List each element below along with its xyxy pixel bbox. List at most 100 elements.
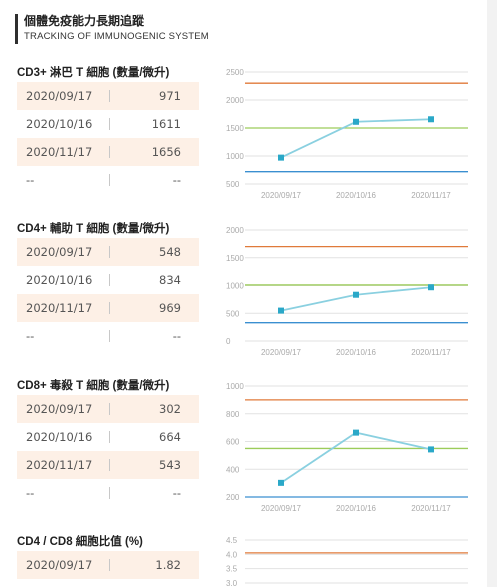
row-value: 548 [159,245,181,259]
y-tick-label: 2000 [226,226,244,235]
row-divider [109,174,110,186]
row-value: 302 [159,402,181,416]
row-divider [109,146,110,158]
row-value: 664 [159,430,181,444]
data-point[interactable] [428,116,434,123]
x-tick-label: 2020/09/17 [261,504,302,513]
x-tick-label: 2020/09/17 [261,348,302,357]
table-row: -- -- [17,322,199,350]
x-tick-label: 2020/11/17 [411,191,451,200]
table-row: 2020/10/16 834 [17,266,199,294]
y-tick-label: 1000 [226,382,244,391]
series-line [280,118,432,159]
table-row: 2020/10/16 664 [17,423,199,451]
value-table: 2020/09/17 302 2020/10/16 664 2020/11/17 543 -… [17,395,199,507]
trend-chart: 2500 2000 1500 1000 500 2020/09/17 2020/10/16 2… [215,64,485,209]
row-divider [109,302,110,314]
trend-chart: 4.5 4.0 3.5 3.0 [215,533,485,587]
trend-chart: 2000 1500 1000 500 0 2020/09/17 2020/10/16 2020… [215,220,485,365]
page-header: 個體免疫能力長期追蹤 TRACKING OF IMMUNOGENIC SYSTE… [15,14,209,44]
row-value: 969 [159,301,181,315]
table-row: 2020/09/17 302 [17,395,199,423]
row-divider [109,459,110,471]
row-date: 2020/09/17 [26,89,93,103]
table-row: 2020/09/17 1.82 [17,551,199,579]
row-value: -- [172,173,181,187]
row-date: -- [26,329,35,343]
y-tick-label: 1000 [226,152,244,161]
row-divider [109,431,110,443]
y-tick-label: 1000 [226,282,244,291]
row-date: 2020/10/16 [26,430,93,444]
data-point[interactable] [353,429,359,436]
table-row: -- -- [17,166,199,194]
row-date: -- [26,173,35,187]
y-tick-label: 500 [226,309,240,318]
section-title: CD3+ 淋巴 T 細胞 (數量/微升) [17,67,170,79]
chart-svg: 2500 2000 1500 1000 500 2020/09/17 2020/10/16 2… [226,68,468,200]
page-title: 個體免疫能力長期追蹤 [24,14,145,28]
row-date: 2020/09/17 [26,558,93,572]
section-title: CD8+ 毒殺 T 細胞 (數量/微升) [17,380,170,392]
chart-svg: 2000 1500 1000 500 0 2020/09/17 2020/10/16 2020… [226,226,468,357]
value-table: 2020/09/17 1.82 [17,551,199,579]
table-row: 2020/11/17 969 [17,294,199,322]
table-row: 2020/11/17 543 [17,451,199,479]
row-date: 2020/09/17 [26,245,93,259]
y-tick-label: 2500 [226,68,244,77]
row-date: -- [26,486,35,500]
scrollbar-track[interactable] [487,0,497,587]
data-point[interactable] [278,307,284,314]
table-row: -- -- [17,479,199,507]
table-row: 2020/09/17 971 [17,82,199,110]
row-divider [109,559,110,571]
page-subtitle: TRACKING OF IMMUNOGENIC SYSTEM [24,31,209,42]
row-date: 2020/09/17 [26,402,93,416]
y-tick-label: 400 [226,465,240,474]
y-tick-label: 3.0 [226,579,238,587]
data-point[interactable] [428,284,434,291]
trend-chart: 1000 800 600 400 200 2020/09/17 2020/10/16 2020… [215,377,485,522]
row-value: 1611 [151,117,181,131]
data-point[interactable] [278,479,284,486]
row-divider [109,274,110,286]
row-value: -- [172,486,181,500]
row-date: 2020/10/16 [26,273,93,287]
row-divider [109,330,110,342]
y-tick-label: 0 [226,337,231,346]
row-divider [109,246,110,258]
row-value: 834 [159,273,181,287]
y-tick-label: 3.5 [226,565,238,574]
y-tick-label: 4.0 [226,550,238,559]
x-tick-label: 2020/10/16 [336,191,377,200]
value-table: 2020/09/17 971 2020/10/16 1611 2020/11/17 165… [17,82,199,194]
row-value: -- [172,329,181,343]
x-tick-label: 2020/09/17 [261,191,302,200]
row-value: 1656 [151,145,181,159]
x-tick-label: 2020/10/16 [336,504,377,513]
series-line [280,286,432,312]
y-tick-label: 2000 [226,96,244,105]
data-point[interactable] [353,118,359,125]
row-date: 2020/11/17 [26,145,93,159]
row-divider [109,90,110,102]
x-tick-label: 2020/10/16 [336,348,377,357]
data-point[interactable] [353,291,359,298]
value-table: 2020/09/17 548 2020/10/16 834 2020/11/17 969 -… [17,238,199,350]
data-point[interactable] [428,446,434,453]
data-point[interactable] [278,154,284,161]
y-tick-label: 200 [226,493,240,502]
y-tick-label: 600 [226,438,240,447]
row-divider [109,403,110,415]
chart-svg: 4.5 4.0 3.5 3.0 [226,536,468,587]
table-row: 2020/09/17 548 [17,238,199,266]
y-tick-label: 800 [226,410,240,419]
row-date: 2020/11/17 [26,458,93,472]
x-tick-label: 2020/11/17 [411,348,451,357]
y-tick-label: 4.5 [226,536,238,545]
series-line [280,431,432,484]
row-divider [109,118,110,130]
y-tick-label: 1500 [226,254,244,263]
y-tick-label: 1500 [226,124,244,133]
section-title: CD4 / CD8 細胞比值 (%) [17,536,143,548]
